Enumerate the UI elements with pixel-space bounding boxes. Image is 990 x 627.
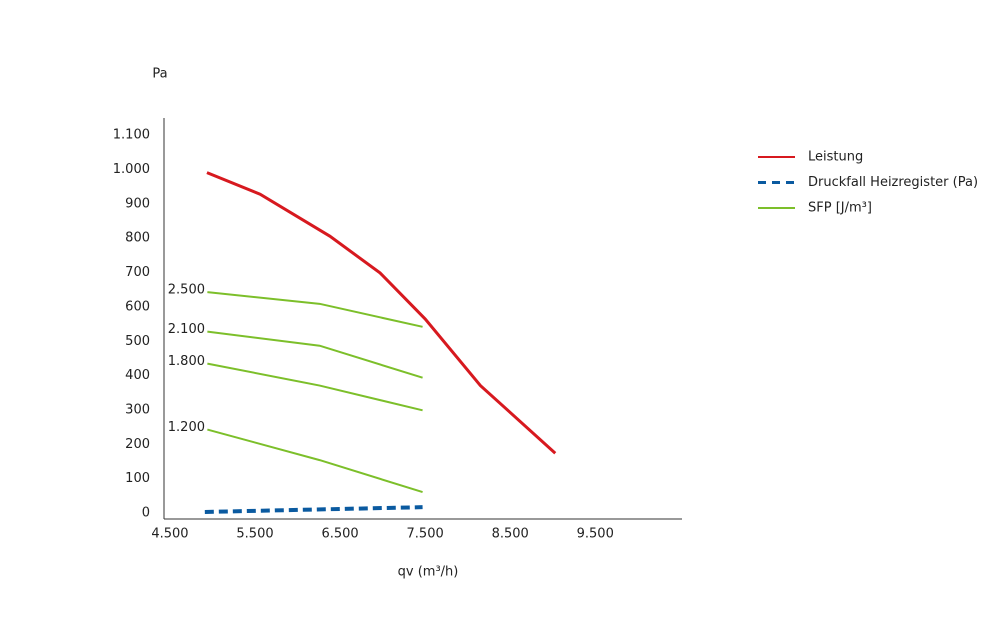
x-tick-label: 7.500: [407, 527, 444, 542]
y-tick-label: 0: [142, 506, 150, 521]
y-axis-label: Pa: [152, 67, 167, 82]
legend-label: SFP [J/m³]: [808, 201, 872, 216]
y-tick-label: 300: [125, 402, 150, 417]
sfp-line: [207, 291, 423, 328]
line-label: 1.200: [168, 420, 205, 435]
y-tick-label: 100: [125, 471, 150, 486]
x-tick-label: 9.500: [577, 527, 614, 542]
legend-label: Leistung: [808, 150, 863, 165]
x-axis-label: qv (m³/h): [398, 565, 459, 580]
y-tick-label: 800: [125, 231, 150, 246]
legend-label: Druckfall Heizregister (Pa): [808, 175, 978, 190]
y-tick-label: 500: [125, 334, 150, 349]
sfp-line: [207, 428, 423, 494]
y-tick-label: 600: [125, 299, 150, 314]
y-tick-label: 900: [125, 196, 150, 211]
x-tick-label: 6.500: [321, 527, 358, 542]
sfp-line: [207, 330, 423, 379]
y-tick-label: 400: [125, 368, 150, 383]
y-tick-label: 1.100: [113, 128, 150, 143]
y-tick-label: 1.000: [113, 162, 150, 177]
line-label: 2.500: [168, 283, 205, 298]
y-tick-label: 200: [125, 437, 150, 452]
line-label: 1.800: [168, 354, 205, 369]
y-tick-label: 700: [125, 265, 150, 280]
series-line: [204, 505, 423, 514]
series-line: [206, 171, 557, 455]
x-tick-label: 8.500: [492, 527, 529, 542]
x-tick-label: 5.500: [236, 527, 273, 542]
sfp-line: [207, 362, 423, 412]
x-tick-label: 4.500: [151, 527, 188, 542]
line-label: 2.100: [168, 322, 205, 337]
